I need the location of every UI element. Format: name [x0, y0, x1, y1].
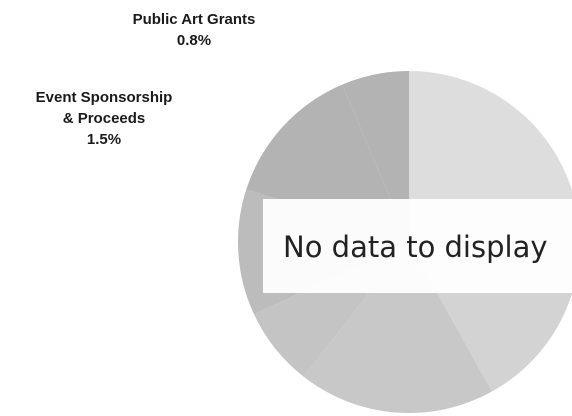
- slice-label-percent: 0.8%: [176, 32, 212, 49]
- no-data-message: No data to display: [283, 230, 548, 264]
- label-event-sponsorship: Event Sponsorship & Proceeds 1.5%: [6, 87, 202, 150]
- slice-label-name-line-2: & Proceeds: [62, 110, 146, 127]
- pie-slice-3: [303, 242, 492, 413]
- slice-label-name: Public Art Grants: [132, 11, 256, 28]
- label-public-art-grants: Public Art Grants 0.8%: [106, 9, 282, 51]
- slice-label-name-line-1: Event Sponsorship: [35, 89, 173, 106]
- slice-label-percent: 1.5%: [86, 131, 122, 148]
- no-data-overlay: [263, 199, 572, 293]
